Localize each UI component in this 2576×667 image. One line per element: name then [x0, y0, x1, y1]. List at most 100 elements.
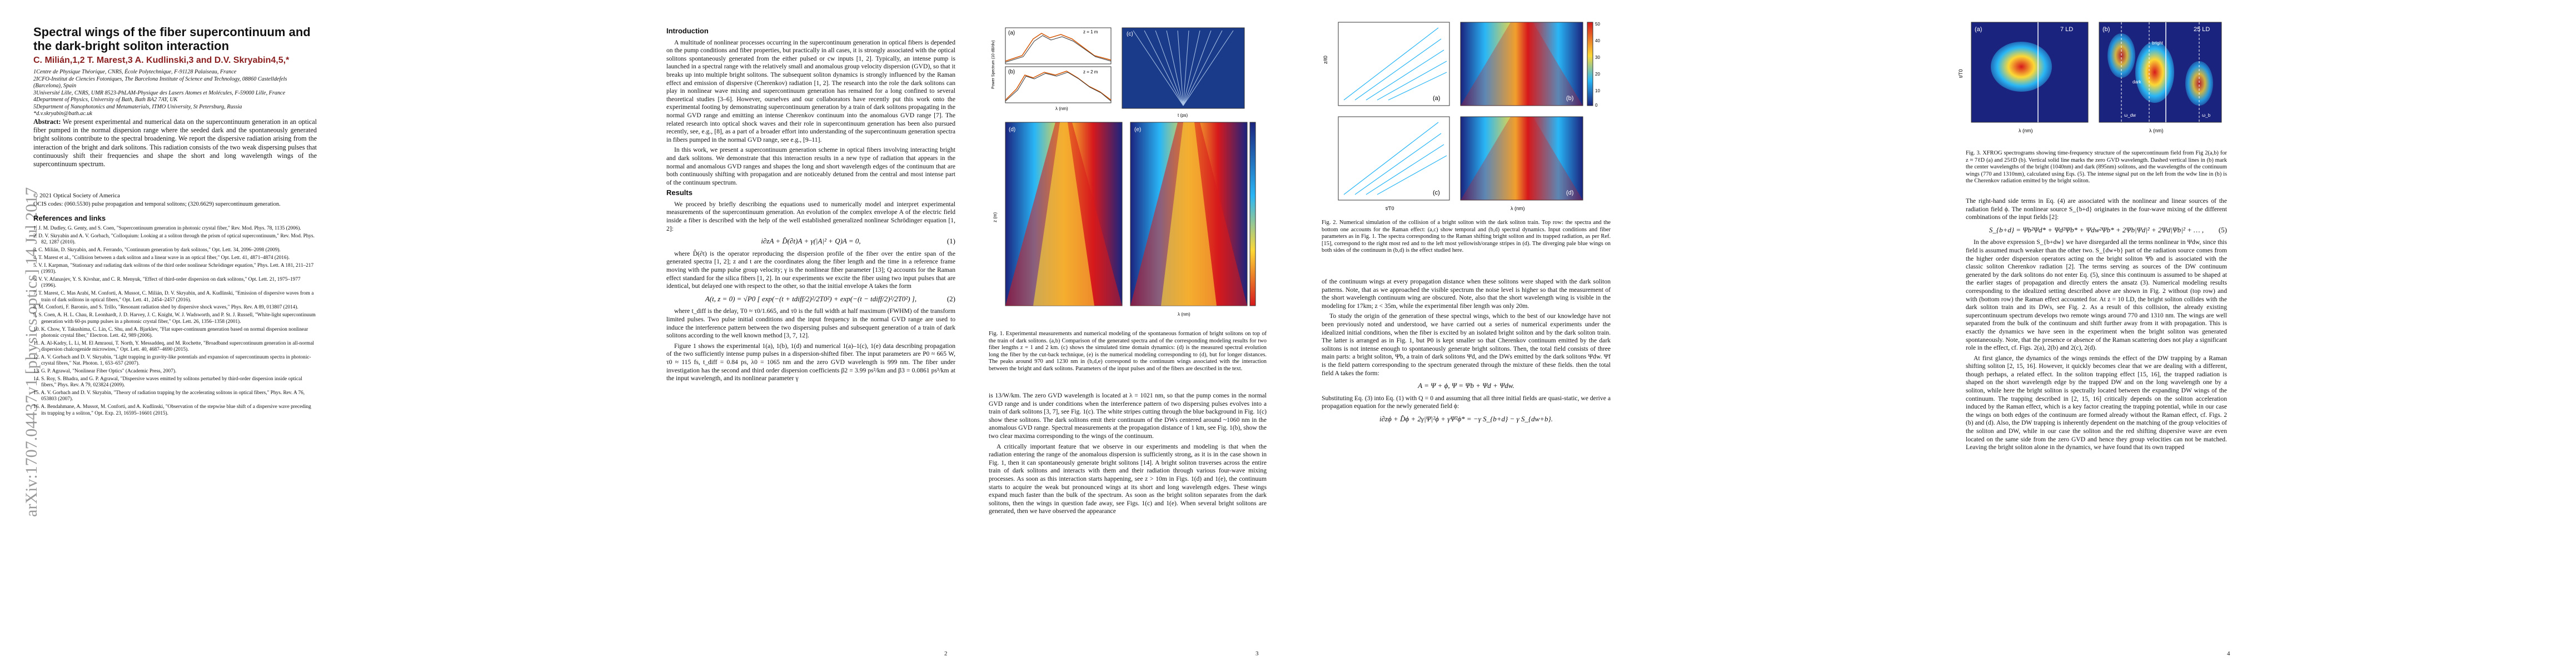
reference-item: 11. A. Al-Kadry, L. Li, M. El Amraoui, T… [33, 340, 314, 352]
reference-item: 10. K. Chow, Y. Takushima, C. Lin, C. Sh… [33, 326, 308, 339]
colorbar [1249, 122, 1256, 306]
page-number: 4 [2227, 650, 2230, 657]
x-axis-label-lambda: λ (nm) [1511, 206, 1525, 211]
figure-1-graphic: (a) z = 1 m (b) z = 2 m Power Spectrum (… [991, 27, 1256, 317]
paragraph: where t_diff is the delay, T0 ≈ τ0/1.665… [666, 307, 955, 340]
panel-label-e: (e) [1134, 127, 1141, 133]
affiliation: 3Université Lille, CNRS, UMR 8523-PhLAM-… [33, 89, 286, 96]
legend-z1: z = 1 m [1083, 29, 1098, 34]
paper-title: Spectral wings of the fiber supercontinu… [33, 25, 311, 53]
paragraph: of the continuum wings at every propagat… [1322, 278, 1611, 310]
x-axis-label-time: t/T0 [1386, 206, 1394, 211]
paragraph: Substituting Eq. (3) into Eq. (1) with Q… [1322, 394, 1611, 410]
abstract-text: We present experimental and numerical da… [33, 118, 317, 168]
reference-item: 12. A. V. Gorbach and D. V. Skryabin, "L… [33, 354, 311, 367]
colorbar-tick: 30 [1595, 55, 1600, 60]
panel-label-b: (b) [1566, 95, 1573, 102]
paragraph: At first glance, the dynamics of the win… [1966, 354, 2227, 451]
reference-item: 5. V. I. Karpman, "Stationary and radiat… [33, 262, 314, 275]
page-1: arXiv:1707.04437v1 [physics.optics] 14 J… [0, 0, 644, 667]
colorbar-tick: 50 [1595, 22, 1600, 27]
mark-label: dark [2132, 79, 2142, 84]
panel-label-d: (d) [1009, 127, 1015, 133]
paragraph: The right-hand side terms in Eq. (4) are… [1966, 197, 2227, 221]
equation-3: A = Ψ + ϕ, Ψ = Ψb + Ψd + Ψdw. [1418, 381, 1514, 390]
panel-label-d: (d) [1566, 190, 1573, 196]
colorbar-tick: 0 [1595, 103, 1598, 108]
page-number: 2 [944, 650, 948, 657]
colorbar-tick: 10 [1595, 88, 1600, 93]
section-heading-introduction: Introduction [666, 27, 709, 35]
figure-2-caption: Fig. 2. Numerical simulation of the coll… [1322, 220, 1611, 254]
reference-item: 6. V. V. Afanasjev, Y. S. Kivshar, and C… [33, 277, 301, 289]
reference-item: 13. G. P. Agrawal, "Nonlinear Fiber Opti… [33, 369, 177, 375]
author-list: C. Milián,1,2 T. Marest,3 A. Kudlinski,3… [33, 56, 290, 65]
paragraph: In the above expression S_{b+dw} we have… [1966, 238, 2227, 352]
panel-label-a: (a) [1975, 26, 1982, 33]
affiliation: 2ICFO-Institut de Ciencies Fotoniques, T… [33, 76, 287, 89]
x-axis-label: λ (nm) [2019, 128, 2033, 133]
equation-5: S_{b+d} = Ψb²Ψd* + Ψd²Ψb* + Ψdw²Ψb* + 2Ψ… [1989, 225, 2227, 234]
mark-label: ω_b [2202, 113, 2211, 118]
x-axis-label-time: t (ps) [1178, 113, 1188, 118]
panel-label-c: (c) [1127, 31, 1133, 37]
copyright: © 2021 Optical Society of America [33, 192, 120, 199]
y-axis-label: z/ℓ0 [1323, 56, 1328, 64]
y-axis-label-z: z (m) [993, 212, 998, 222]
main-column: of the continuum wings at every propagat… [1322, 278, 1611, 428]
figure-3-graphic: 7 LD (a) t/T0 λ (nm) 25 LD (b) ω_dw brig… [1958, 22, 2222, 133]
paragraph: Figure 1 shows the experimental 1(a), 1(… [666, 342, 955, 382]
x-axis-label-lambda-e: λ (nm) [1178, 312, 1190, 317]
y-axis-label-power: Power Spectrum (10 dB/div) [991, 40, 995, 89]
left-column: Introduction A multitude of nonlinear pr… [666, 25, 955, 385]
figure-3-caption: Fig. 3. XFROG spectrograms showing time-… [1966, 150, 2227, 185]
reference-item: 4. T. Marest et al., "Collision between … [33, 255, 290, 261]
corresponding-email[interactable]: *d.v.skryabin@bath.ac.uk [33, 111, 92, 117]
figure-2-graphic: (a) z/ℓ0 (b) 50 40 30 20 10 0 (c) t/T0 [1323, 22, 1600, 211]
page-3: (a) z/ℓ0 (b) 50 40 30 20 10 0 (c) t/T0 [1288, 0, 1932, 667]
arxiv-stamp: arXiv:1707.04437v1 [physics.optics] 14 J… [22, 187, 41, 517]
mark-label: ω_dw [2124, 113, 2136, 118]
panel-label-a: (a) [1433, 95, 1440, 102]
figure-3: 7 LD (a) t/T0 λ (nm) 25 LD (b) ω_dw brig… [1955, 17, 2233, 145]
affiliations: 1Centre de Physique Théorique, CNRS, Éco… [33, 69, 300, 118]
page-4: 7 LD (a) t/T0 λ (nm) 25 LD (b) ω_dw brig… [1932, 0, 2576, 667]
colorbar [1587, 22, 1593, 106]
ocis-codes: OCIS codes: (060.5530) pulse propagation… [33, 201, 281, 207]
colorbar-tick: 40 [1595, 38, 1600, 43]
affiliation: 4Department of Physics, University of Ba… [33, 97, 178, 103]
figure-2: (a) z/ℓ0 (b) 50 40 30 20 10 0 (c) t/T0 [1322, 17, 1611, 214]
reference-item: 15. A. V. Gorbach and D. V. Skryabin, "T… [33, 390, 305, 402]
page-number: 3 [1255, 650, 1259, 657]
equation-2: A(t, z = 0) = √P0 [ exp(−(t + tdiff/2)²/… [705, 294, 955, 303]
reference-item: 1. J. M. Dudley, G. Genty, and S. Coen, … [33, 226, 301, 231]
label-25LD: 25 LD [2194, 26, 2210, 33]
label-7LD: 7 LD [2060, 26, 2073, 33]
legend-z2: z = 2 m [1083, 69, 1098, 74]
panel-label-a: (a) [1008, 30, 1015, 36]
paragraph: is 13/W/km. The zero GVD wavelength is l… [989, 392, 1267, 440]
reference-item: 16. A. Bendahmane, A. Mussot, M. Confort… [33, 404, 311, 416]
abstract-label: Abstract: [33, 118, 61, 126]
reference-item: 3. C. Milián, D. Skryabin, and A. Ferran… [33, 247, 281, 253]
mark-label: bright [2152, 41, 2164, 46]
figure-1: (a) z = 1 m (b) z = 2 m Power Spectrum (… [989, 22, 1267, 325]
paragraph: A multitude of nonlinear processes occur… [666, 38, 955, 143]
colorbar-tick: 20 [1595, 72, 1600, 77]
figure-1-caption: Fig. 1. Experimental measurements and nu… [989, 331, 1267, 372]
paragraph: where D̂(∂t) is the operator reproducing… [666, 250, 955, 290]
paragraph: To study the origin of the generation of… [1322, 312, 1611, 377]
equation-1: i∂zA + D̂(∂t)A + γ(|A|² + Q)A = 0, (1) [761, 237, 955, 246]
panel-label-b: (b) [2102, 26, 2110, 33]
y-axis-label: t/T0 [1958, 69, 1964, 78]
reference-item: 7. T. Marest, C. Mas Arabí, M. Conforti,… [33, 291, 314, 303]
paragraph: We proceed by briefly describing the equ… [666, 200, 955, 232]
page-2: Introduction A multitude of nonlinear pr… [644, 0, 1288, 667]
affiliation: 5Department of Nanophotonics and Metamat… [33, 103, 242, 110]
reference-item: 2. D. V. Skryabin and A. V. Gorbach, "Co… [33, 233, 315, 246]
x-axis-label: λ (nm) [2149, 128, 2164, 133]
abstract: Abstract: We present experimental and nu… [33, 118, 317, 168]
reference-item: 14. S. Roy, S. Bhadra, and G. P. Agrawal… [33, 376, 302, 389]
main-column: The right-hand side terms in Eq. (4) are… [1966, 197, 2227, 454]
paragraph: In this work, we present a supercontinuu… [666, 146, 955, 186]
